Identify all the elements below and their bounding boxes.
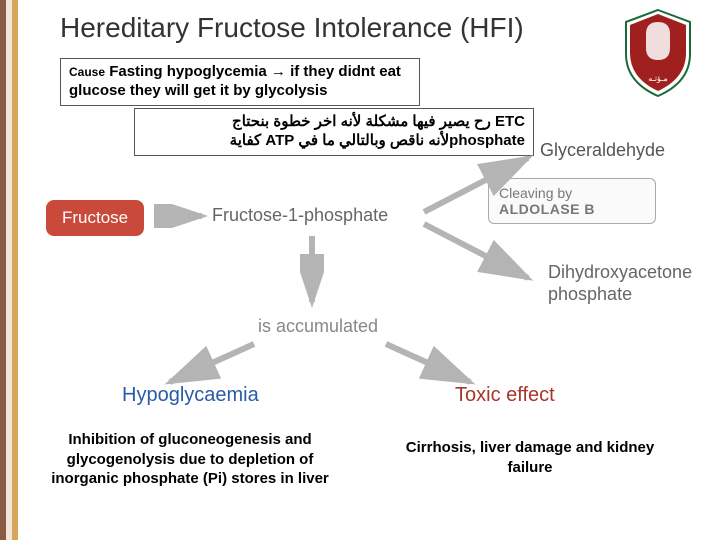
left-stripe <box>0 0 18 540</box>
arrow-to-toxic <box>380 340 480 390</box>
arrow-f1p-to-dhap <box>420 218 540 288</box>
note2-line2: phosphateلأنه ناقص وبالتالي ما في ATP كف… <box>143 132 525 151</box>
dhap-label: Dihydroxyacetone phosphate <box>548 262 708 305</box>
arrow-fructose-to-f1p <box>152 204 210 228</box>
arrow-f1p-to-glyc <box>420 150 540 220</box>
page-title: Hereditary Fructose Intolerance (HFI) <box>60 12 524 44</box>
accumulated-label: is accumulated <box>258 316 378 337</box>
note-main: Fasting hypoglycemia → if they didnt eat… <box>69 63 401 99</box>
arrow-f1p-down <box>300 234 324 312</box>
note-box-cause: Cause Fasting hypoglycemia → if they did… <box>60 58 420 106</box>
note-prefix: Cause <box>69 65 105 79</box>
f1p-label: Fructose-1-phosphate <box>212 205 388 226</box>
note2-line1: ETC رح يصير فيها مشكلة لأنه اخر خطوة بنح… <box>143 113 525 132</box>
note-box-etc: ETC رح يصير فيها مشكلة لأنه اخر خطوة بنح… <box>134 108 534 156</box>
fructose-badge: Fructose <box>46 200 144 236</box>
hypoglycaemia-text: Inhibition of gluconeogenesis and glycog… <box>40 430 340 489</box>
svg-text:مـؤتـه: مـؤتـه <box>648 74 668 83</box>
arrow-to-hypo <box>162 340 262 390</box>
glyceraldehyde-label: Glyceraldehyde <box>540 140 665 161</box>
institution-logo: مـؤتـه <box>618 8 698 98</box>
toxic-text: Cirrhosis, liver damage and kidney failu… <box>400 438 660 477</box>
